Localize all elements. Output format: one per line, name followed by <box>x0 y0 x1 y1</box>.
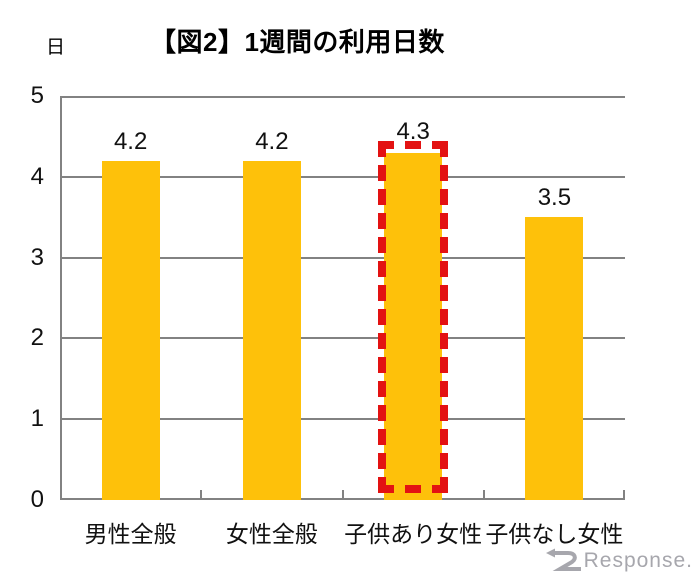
bar-子供なし女性 <box>525 217 584 500</box>
y-tick-label-4: 4 <box>30 162 44 190</box>
chart-title: 【図2】1週間の利用日数 <box>150 27 445 57</box>
response-logo-icon <box>545 548 581 571</box>
bar-子供あり女性 <box>384 152 443 500</box>
y-tick-label-3: 3 <box>30 243 44 271</box>
bar-男性全般 <box>101 160 160 500</box>
response-watermark: Response. <box>545 547 693 575</box>
category-label-男性全般: 男性全般 <box>84 521 177 547</box>
x-axis-tick-3 <box>482 490 485 498</box>
y-tick-label-1: 1 <box>30 405 44 433</box>
value-label-子供なし女性: 3.5 <box>537 184 572 212</box>
value-label-女性全般: 4.2 <box>255 127 289 155</box>
value-label-子供あり女性: 4.3 <box>396 117 430 145</box>
x-axis-tick-1 <box>200 490 203 498</box>
gridline-y4 <box>60 175 625 178</box>
x-axis-tick-2 <box>341 490 344 498</box>
category-label-子供なし女性: 子供なし女性 <box>485 521 624 547</box>
y-tick-label-5: 5 <box>30 82 44 109</box>
response-watermark-text: Response. <box>583 549 693 572</box>
gridline-y3 <box>60 256 625 259</box>
x-axis-tick-end <box>623 490 625 498</box>
category-label-女性全般: 女性全般 <box>225 521 318 547</box>
bar-女性全般 <box>242 160 301 500</box>
y-axis-unit-label: 日 <box>46 37 66 58</box>
gridline-y1 <box>60 418 625 421</box>
y-tick-label-2: 2 <box>30 324 44 352</box>
category-label-子供あり女性: 子供あり女性 <box>344 521 483 547</box>
value-label-男性全般: 4.2 <box>113 127 148 155</box>
gridline-y2 <box>60 337 625 340</box>
y-tick-label-0: 0 <box>30 486 44 513</box>
highlight-dashed-rect <box>378 140 449 493</box>
